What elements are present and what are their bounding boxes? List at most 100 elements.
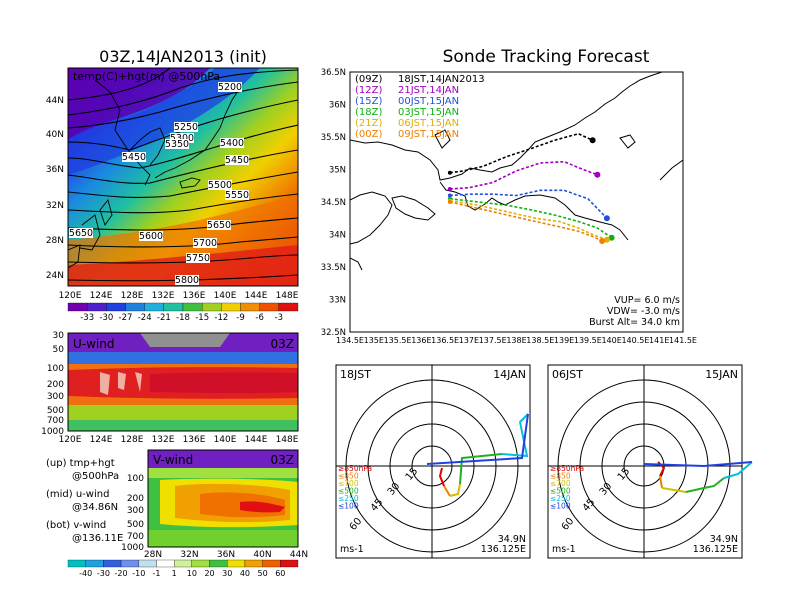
colorbar-label: 40	[240, 569, 250, 578]
contour-label-bg	[220, 138, 244, 148]
colorbar-swatch	[144, 302, 164, 312]
track-coastline	[350, 72, 683, 271]
track-frame	[349, 71, 684, 333]
track-lat-label: 35.5N	[321, 133, 346, 143]
contour-label-bg	[225, 190, 249, 200]
v-pressure-label: 300	[127, 506, 144, 516]
contour-label-bg	[174, 122, 198, 132]
hodo-legend-item: ≤250	[338, 494, 359, 503]
track-lat-label: 34N	[329, 231, 346, 241]
track-lon-label: 137.5E	[479, 336, 507, 345]
colorbar-label: -33	[80, 313, 94, 323]
hodo-lat: 34.9N	[498, 534, 526, 545]
u-pressure-label: 100	[47, 364, 64, 374]
init-lat-label: 44N	[46, 96, 64, 106]
track-line	[449, 189, 608, 219]
left-legend-line: (bot) v-wind	[46, 520, 106, 531]
init-lat-label: 40N	[46, 130, 64, 140]
init-lat-labels: 44N 40N 36N 32N 28N 24N	[46, 96, 64, 281]
u-lon-label: 144E	[245, 435, 268, 445]
u-lon-label: 128E	[121, 435, 144, 445]
u-lon-labels: 120E 124E 128E 132E 136E 140E 144E 148E	[59, 435, 299, 445]
hodo-trace	[426, 413, 529, 465]
init-lat-label: 28N	[46, 236, 64, 246]
v-title: V-wind	[153, 453, 193, 467]
colorbar-swatch	[202, 302, 222, 312]
u-pressure-label: 500	[47, 406, 64, 416]
colorbar-swatch	[259, 302, 279, 312]
track-param: Burst Alt= 34.0 km	[589, 317, 680, 328]
hodo-lon: 136.125E	[481, 544, 526, 555]
contour-label-bg	[225, 155, 249, 165]
contour-label: 5250	[174, 122, 198, 133]
track-endpoint	[608, 234, 615, 241]
track-legend-code: (21Z)	[355, 118, 382, 129]
track-line	[449, 160, 598, 190]
colorbar-swatch	[67, 302, 88, 312]
colorbar-swatch	[240, 302, 260, 312]
u-pressure-label: 50	[53, 345, 65, 355]
colorbar-swatch	[227, 559, 246, 568]
colorbar-label: -30	[99, 313, 113, 323]
colorbar-swatch	[138, 559, 157, 568]
colorbar-swatch	[85, 559, 104, 568]
track-startpoint	[447, 187, 452, 191]
hodo-trace	[661, 487, 687, 493]
hodo-trace	[723, 461, 753, 479]
contour-label-bg	[69, 228, 93, 238]
track-lon-label: 141.5E	[669, 336, 697, 345]
v-pressure-label: 200	[127, 494, 144, 504]
v-lat-labels: 28N 32N 36N 40N 44N	[144, 550, 308, 560]
contour-label: 5400	[220, 138, 244, 149]
contour-label: 5300	[170, 133, 194, 144]
contour-label-bg	[186, 253, 210, 263]
track-legend-code: (09Z)	[355, 74, 382, 85]
track-lon-label: 136.5E	[431, 336, 459, 345]
hodo-frame	[335, 364, 531, 559]
track-lon-label: 135.5E	[384, 336, 412, 345]
hodo-legend-item: ≤500	[550, 487, 571, 496]
track-lat-label: 32.5N	[321, 328, 346, 338]
colorbar-swatch	[278, 302, 299, 312]
track-lon-labels: 134.5E 135E 135.5E 136E 136.5E 137E 137.5E 138E…	[336, 336, 697, 345]
track-endpoint	[599, 238, 606, 244]
init-lon-label: 128E	[121, 291, 144, 301]
hodo-time: 06JST	[552, 368, 583, 381]
hodo-legend-item: ≤700	[338, 479, 359, 488]
contour-label: 5750	[186, 253, 210, 264]
v-lat-label: 40N	[253, 550, 271, 560]
v-colorbar: -40 -30 -20 -10 -1 1 10 20 30 40 50 60	[67, 559, 299, 578]
contour-label: 5650	[207, 220, 231, 231]
track-param: VUP= 6.0 m/s	[614, 295, 680, 306]
hodo-trace	[459, 453, 503, 485]
hodo-legend-item: ≤500	[338, 487, 359, 496]
track-legend-code: (12Z)	[355, 85, 382, 96]
v-pressure-label: 700	[127, 532, 144, 542]
track-lon-label: 140E	[601, 336, 621, 345]
track-lon-label: 141E	[649, 336, 669, 345]
contour-label: 5450	[122, 152, 146, 163]
hodo-legend-item: ≤850	[550, 472, 571, 481]
colorbar-label: -12	[214, 313, 228, 323]
hodo-time: 18JST	[340, 368, 371, 381]
colorbar-label: -27	[119, 313, 133, 323]
contour-label: 5550	[225, 190, 249, 201]
u-pressure-label: 700	[47, 416, 64, 426]
track-lon-label: 138E	[506, 336, 526, 345]
track-startpoint	[447, 193, 452, 198]
colorbar-label: -3	[275, 313, 283, 323]
u-pressure-label: 200	[47, 380, 64, 390]
init-lon-label: 124E	[90, 291, 113, 301]
colorbar-swatch	[67, 559, 86, 568]
track-lat-labels: 36.5N 36N 35.5N 35N 34.5N 34N 33.5N 33N 32.5N	[321, 68, 346, 338]
hodo-trace	[449, 483, 461, 497]
colorbar-label: 60	[275, 569, 285, 578]
colorbar-swatch	[221, 302, 241, 312]
v-lat-label: 36N	[217, 550, 235, 560]
colorbar-swatch	[191, 559, 210, 568]
colorbar-swatch	[125, 302, 145, 312]
colorbar-swatch	[262, 559, 281, 568]
